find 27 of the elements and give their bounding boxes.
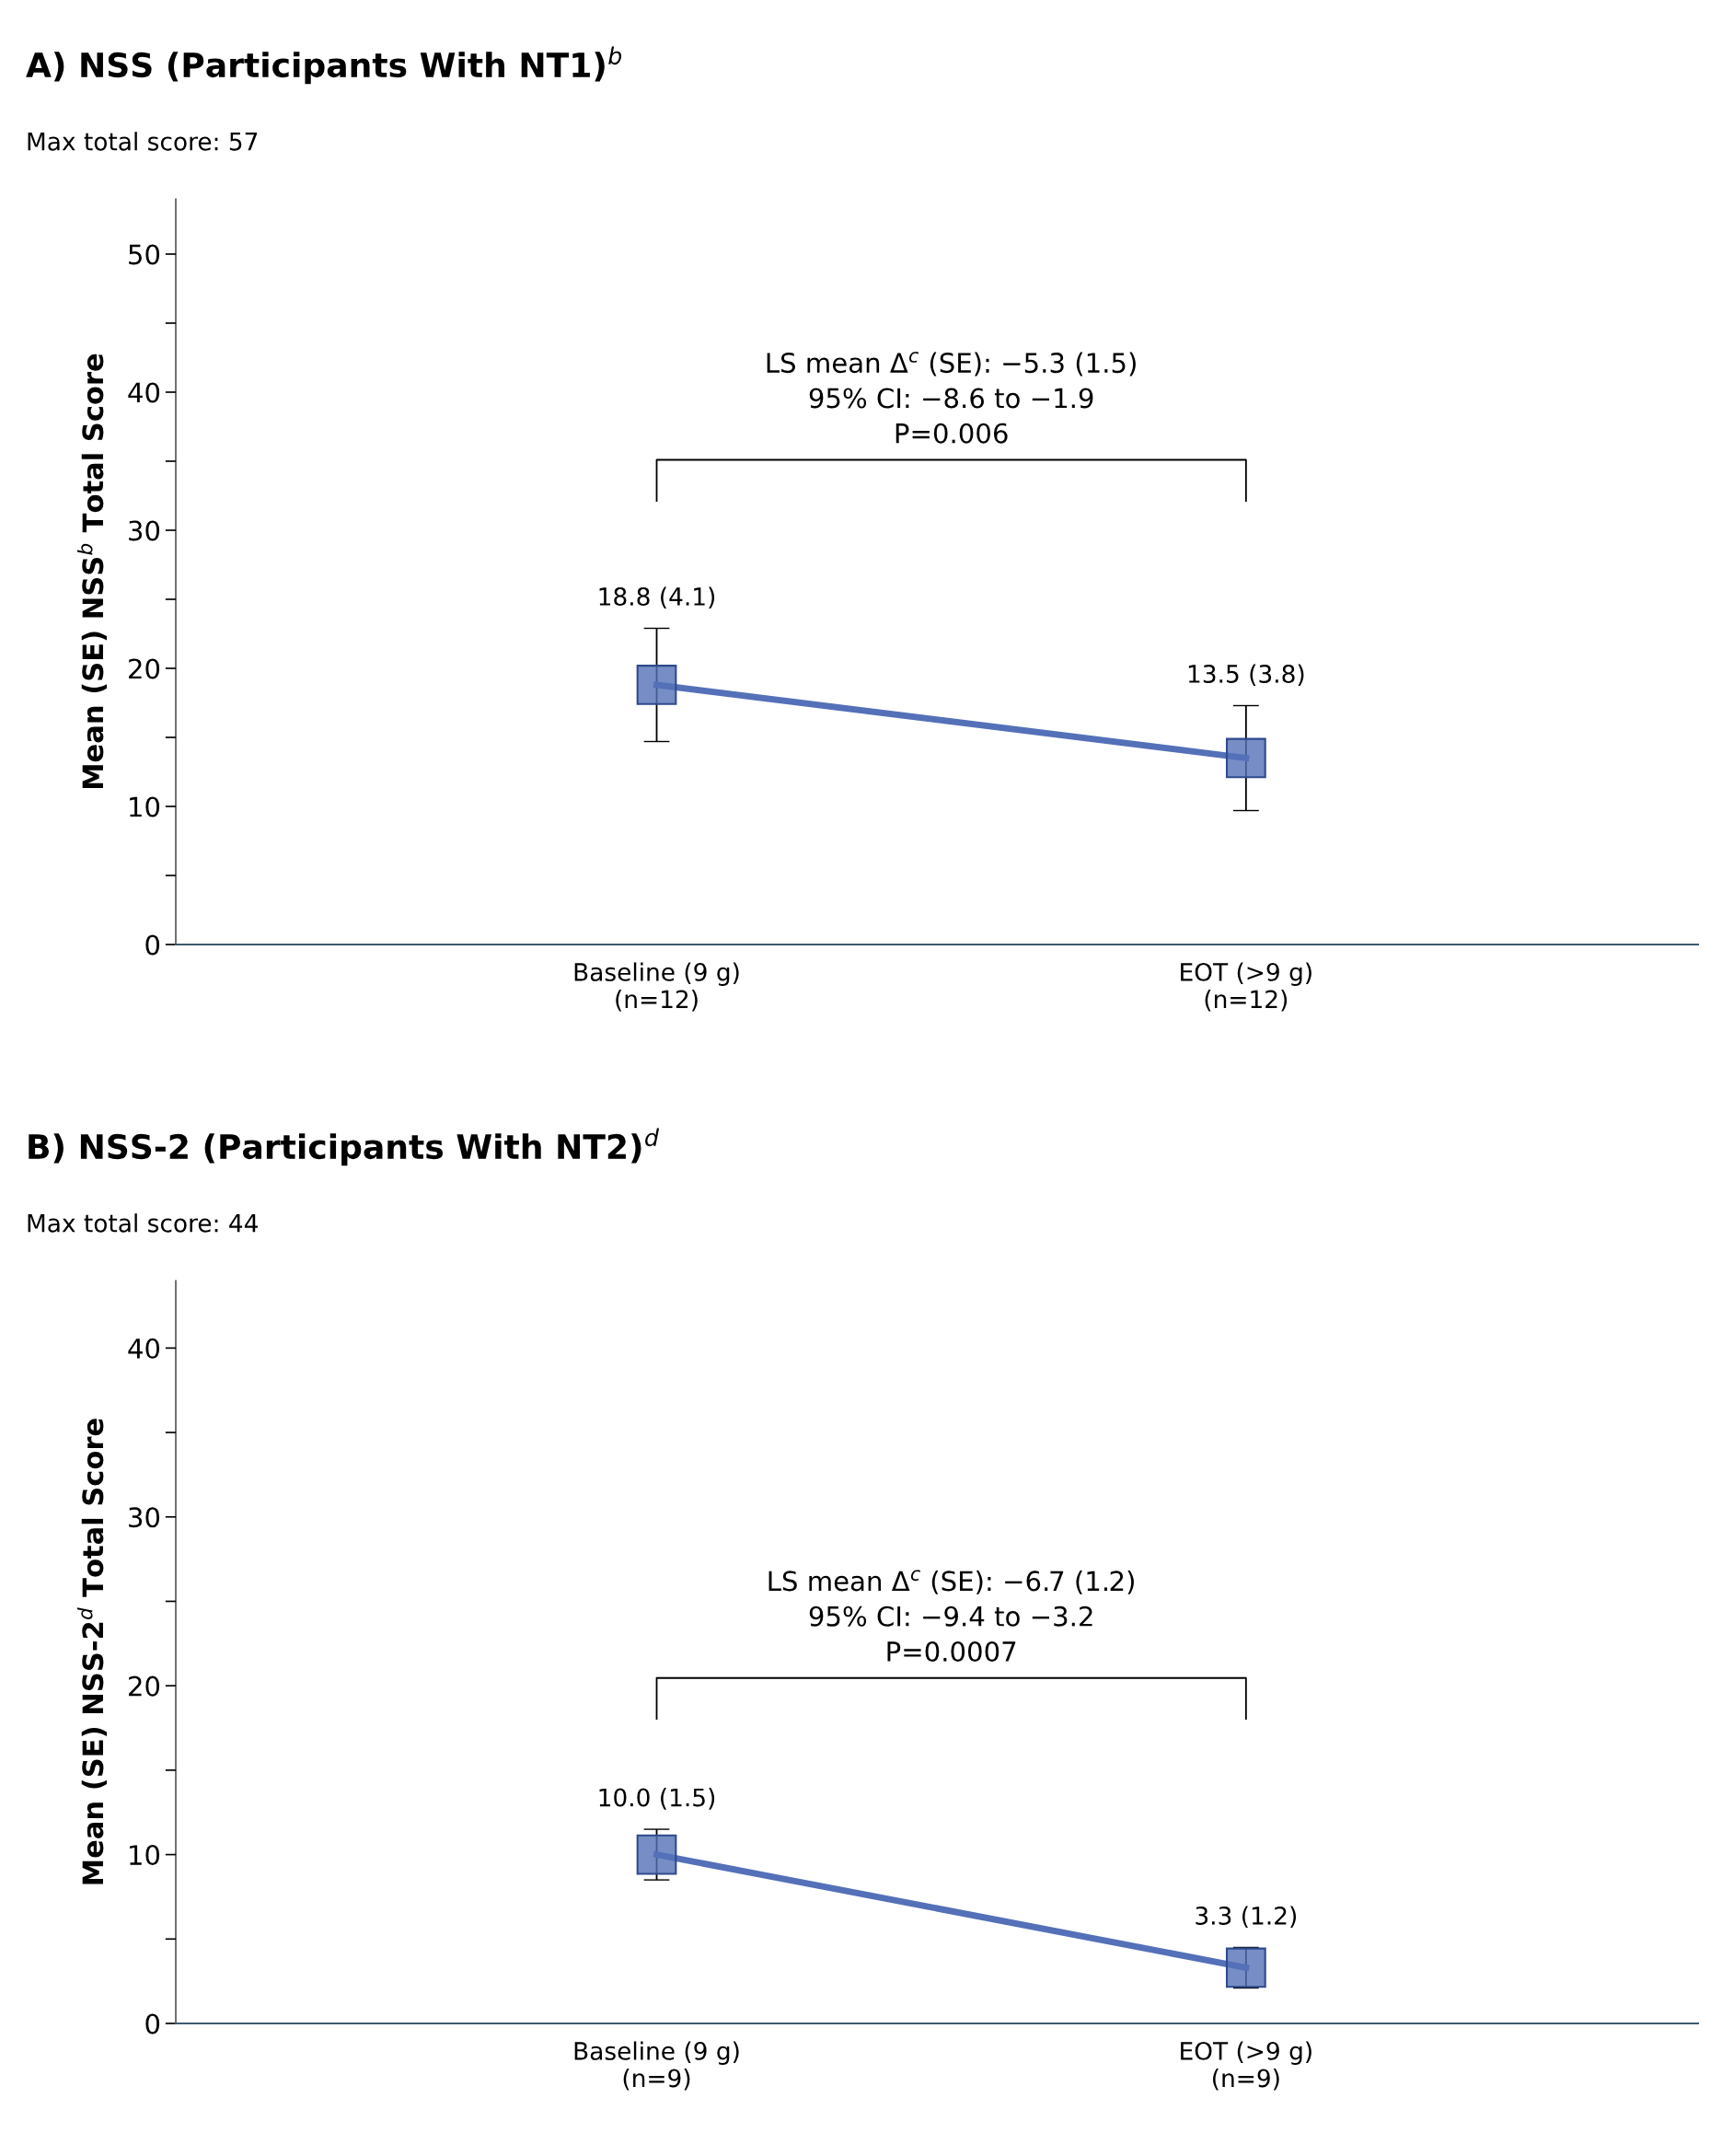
data-label: 3.3 (1.2) xyxy=(1196,1906,1297,1929)
y-axis-title: Mean (SE) NSS$^{b}$ Total Score xyxy=(77,354,107,789)
y-axis-title: Mean (SE) NSS-2$^{d}$ Total Score xyxy=(77,1419,107,1884)
y-tick-label: 40 xyxy=(128,1338,160,1359)
chart-subtitle: Max total score: 44 xyxy=(28,1213,258,1233)
y-tick-label: 20 xyxy=(129,658,160,679)
x-tick-label: Baseline (9 g) (n=12) xyxy=(574,962,739,1012)
data-label: 10.0 (1.5) xyxy=(599,1788,715,1810)
y-tick-label: 10 xyxy=(130,796,160,817)
annotation: LS mean Δ$^{c}$ (SE): −6.7 (1.2) 95% CI: −9.4 to −3.2 P=0.0007 xyxy=(768,1570,1134,1662)
y-tick-label: 30 xyxy=(129,520,160,541)
y-tick-label: 30 xyxy=(129,1507,160,1528)
x-tick-label: Baseline (9 g) (n=9) xyxy=(574,2041,739,2091)
y-tick-label: 0 xyxy=(145,934,160,956)
data-label: 18.8 (4.1) xyxy=(599,586,715,609)
y-tick-label: 50 xyxy=(129,244,160,265)
y-tick-label: 20 xyxy=(129,1675,160,1697)
x-tick-label: EOT (>9 g) (n=12) xyxy=(1181,962,1311,1012)
annotation: LS mean Δ$^{c}$ (SE): −5.3 (1.5) 95% CI: −8.6 to −1.9 P=0.006 xyxy=(767,352,1136,444)
y-tick-label: 10 xyxy=(130,1845,160,1866)
y-tick-label: 0 xyxy=(145,2013,160,2034)
x-tick-label: EOT (>9 g) (n=9) xyxy=(1181,2041,1311,2091)
chart-subtitle: Max total score: 57 xyxy=(28,132,258,151)
data-label: 13.5 (3.8) xyxy=(1188,664,1304,687)
chart-title: B) NSS-2 (Participants With NT2)$^{d}$ xyxy=(29,1128,660,1166)
y-tick-label: 40 xyxy=(128,382,160,403)
chart-title: A) NSS (Participants With NT1)$^{b}$ xyxy=(26,46,622,85)
